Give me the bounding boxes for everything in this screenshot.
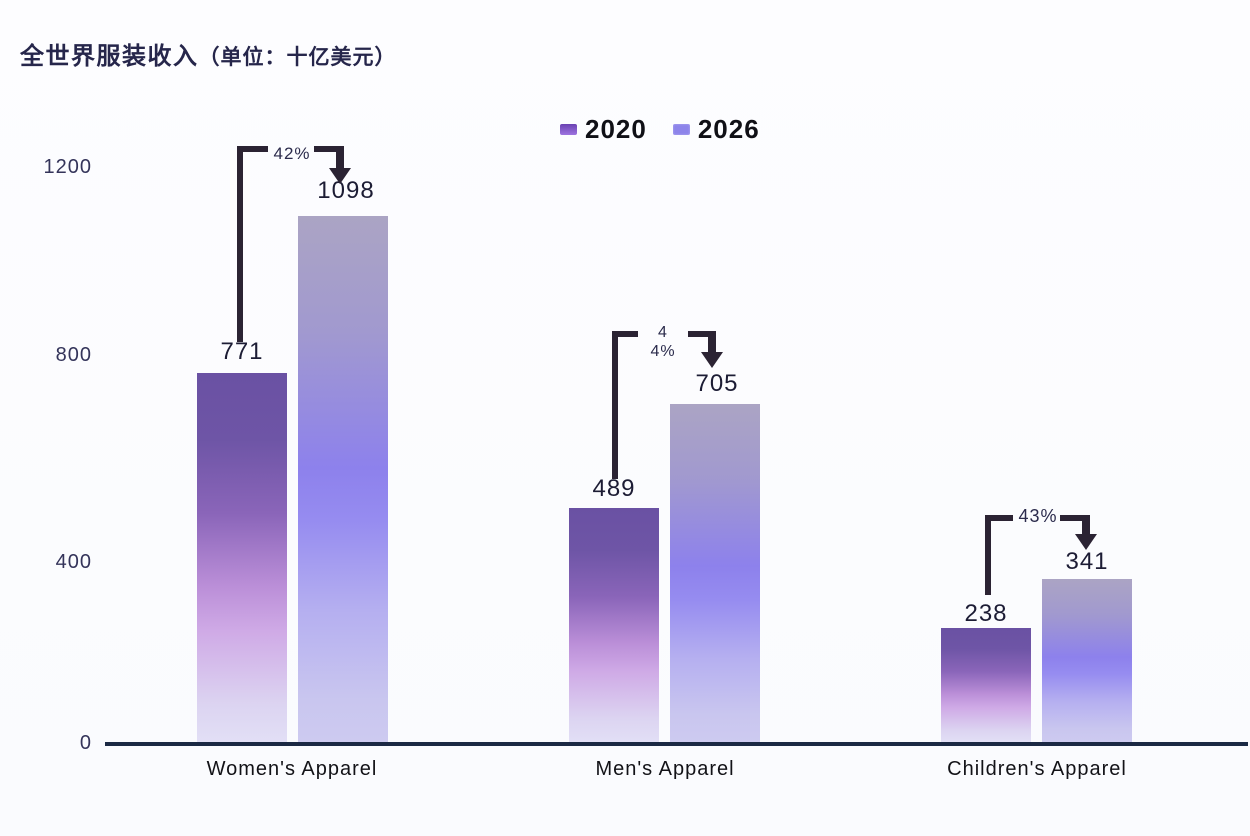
growth-bracket-mens-vertical <box>612 331 618 479</box>
down-arrow-icon <box>329 168 351 184</box>
legend-label-2026: 2026 <box>697 114 760 144</box>
chart-legend: 2020 2026 <box>560 114 760 145</box>
growth-arrow-womens-stem <box>336 146 344 170</box>
legend-swatch-2020-icon <box>560 124 577 135</box>
growth-arrow-mens-horizontal <box>688 331 714 337</box>
y-tick-800: 800 <box>55 344 92 366</box>
value-label-womens-2020: 771 <box>220 338 264 365</box>
chart-title-main: 全世界服装收入 <box>20 43 199 70</box>
growth-label-childrens: 43% <box>1018 506 1058 526</box>
x-axis-line <box>105 742 1248 746</box>
legend-label-2020: 2020 <box>585 114 647 144</box>
bar-womens-2020 <box>197 373 287 742</box>
chart-title-unit: （单位：十亿美元） <box>198 46 397 69</box>
growth-bracket-womens-top <box>237 146 268 152</box>
growth-arrow-childrens-horizontal <box>1060 515 1088 521</box>
legend-item-2020: 2020 <box>560 114 647 145</box>
chart-title: 全世界服装收入（单位：十亿美元） <box>20 36 397 71</box>
growth-label-womens: 42% <box>273 144 311 163</box>
category-label-childrens: Children's Apparel <box>947 758 1127 780</box>
growth-arrow-womens-horizontal <box>314 146 342 152</box>
category-label-mens: Men's Apparel <box>595 758 735 780</box>
value-label-mens-2026: 705 <box>695 370 739 397</box>
bar-womens-2026 <box>298 216 388 742</box>
bar-mens-2026 <box>670 404 760 742</box>
y-tick-1200: 1200 <box>43 156 92 178</box>
bar-childrens-2020 <box>941 628 1031 742</box>
bar-mens-2020 <box>569 508 659 742</box>
growth-arrow-childrens-stem <box>1082 515 1090 536</box>
legend-item-2026: 2026 <box>672 114 760 145</box>
y-tick-400: 400 <box>55 551 92 573</box>
value-label-mens-2020: 489 <box>592 475 636 502</box>
growth-label-mens: 44% <box>650 324 676 360</box>
value-label-childrens-2020: 238 <box>964 600 1008 627</box>
growth-bracket-childrens-vertical <box>985 515 991 595</box>
y-tick-0: 0 <box>79 732 92 754</box>
growth-bracket-mens-top <box>612 331 638 337</box>
value-label-childrens-2026: 341 <box>1065 548 1109 575</box>
growth-bracket-womens-vertical <box>237 146 243 342</box>
growth-bracket-childrens-top <box>985 515 1013 521</box>
growth-arrow-mens-stem <box>708 331 716 354</box>
down-arrow-icon <box>1075 534 1097 550</box>
category-label-womens: Women's Apparel <box>206 758 378 780</box>
bar-childrens-2026 <box>1042 579 1132 742</box>
down-arrow-icon <box>701 352 723 368</box>
legend-swatch-2026-icon <box>672 124 690 135</box>
